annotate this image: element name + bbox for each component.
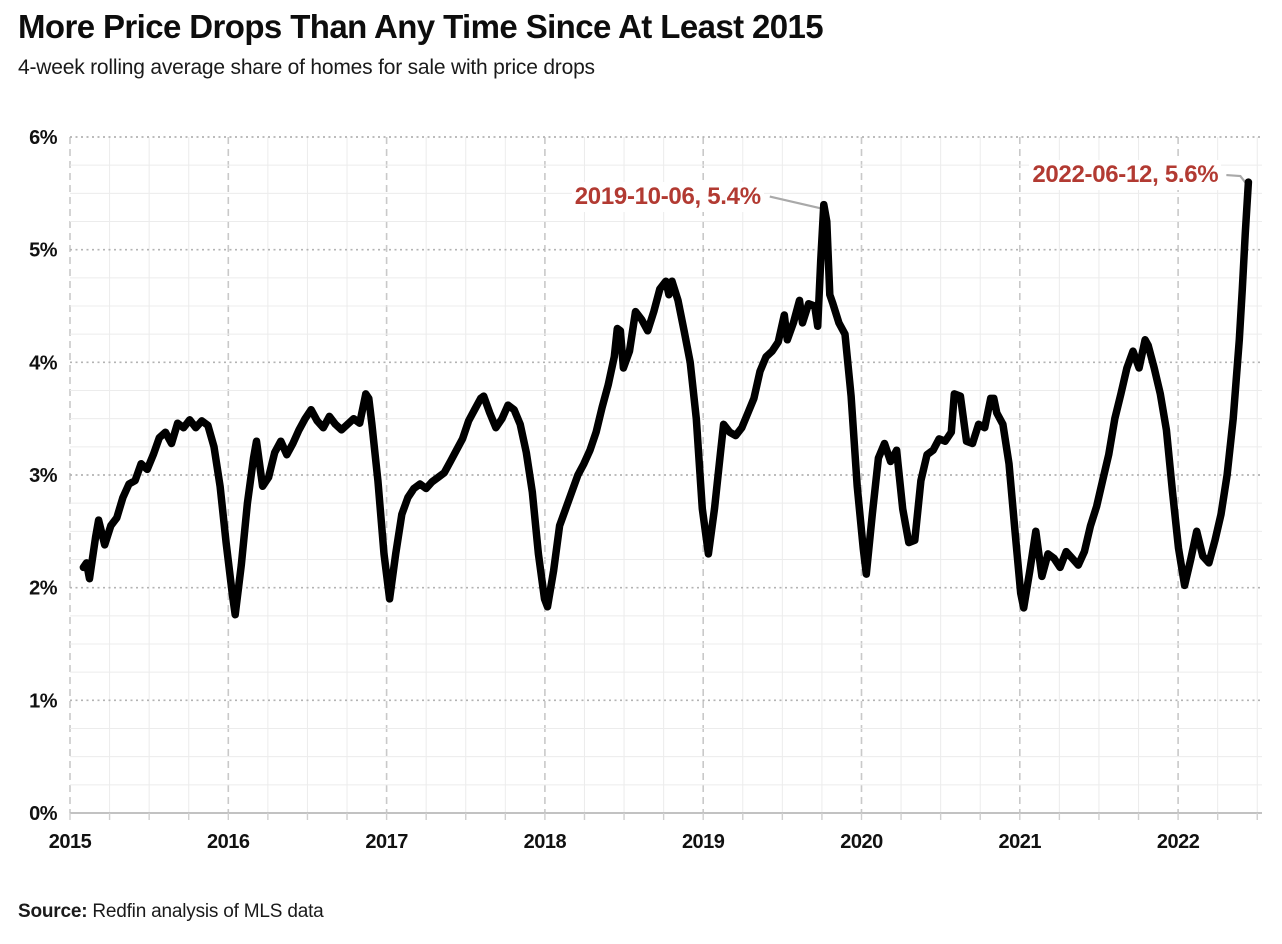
annotation-2022-peak: 2022-06-12, 5.6% [1029, 160, 1222, 191]
y-tick-label: 5% [29, 240, 58, 262]
x-tick-label: 2020 [840, 831, 883, 853]
annotation-leader-line [769, 195, 823, 210]
source-text: Redfin analysis of MLS data [92, 901, 324, 922]
source-note: Source: Redfin analysis of MLS data [18, 901, 324, 923]
annotation-2022-peak-label: 2022-06-12, 5.6% [1032, 161, 1219, 189]
x-tick-label: 2021 [999, 831, 1042, 853]
x-tick-label: 2018 [524, 831, 567, 853]
x-tick-label: 2022 [1157, 831, 1200, 853]
annotation-leader-line [1226, 173, 1249, 186]
series-line [79, 178, 1253, 619]
y-tick-label: 3% [29, 465, 58, 487]
chart-subtitle: 4-week rolling average share of homes fo… [18, 56, 595, 79]
y-tick-label: 1% [29, 690, 58, 712]
x-tick-label: 2017 [365, 831, 408, 853]
y-tick-label: 0% [29, 803, 58, 825]
annotation-2019-peak-label: 2019-10-06, 5.4% [574, 182, 761, 210]
y-tick-label: 6% [29, 127, 58, 149]
x-tick-label: 2019 [682, 831, 725, 853]
x-tick-label: 2015 [49, 831, 92, 853]
source-label: Source: [18, 901, 88, 922]
chart-title: More Price Drops Than Any Time Since At … [18, 8, 824, 45]
y-tick-label: 2% [29, 578, 58, 600]
y-tick-label: 4% [29, 352, 58, 374]
x-tick-label: 2016 [207, 831, 250, 853]
annotation-2019-peak: 2019-10-06, 5.4% [571, 181, 764, 212]
